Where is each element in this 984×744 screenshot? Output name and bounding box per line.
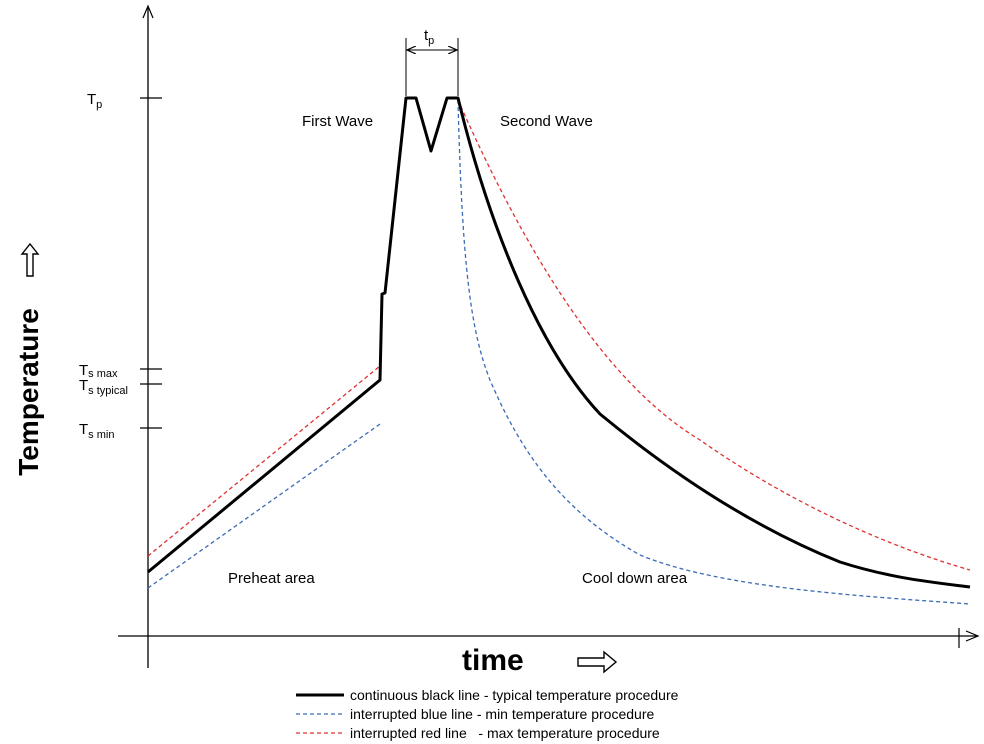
legend-text-typical: continuous black line - typical temperat… <box>350 687 679 703</box>
hollow-up-arrow-icon <box>20 242 40 277</box>
region-label-second-wave: Second Wave <box>500 113 593 130</box>
tick-label-tp: Tp <box>87 91 102 111</box>
tick-label-ts-min: Ts min <box>79 421 114 441</box>
legend: continuous black line - typical temperat… <box>296 687 679 741</box>
dimension-label-tp: tp <box>424 27 434 47</box>
region-label-first-wave: First Wave <box>302 113 373 130</box>
min-temperature-curve <box>147 99 971 605</box>
region-label-cool-down: Cool down area <box>582 570 688 587</box>
region-label-preheat: Preheat area <box>228 570 315 587</box>
legend-text-max: interrupted red line - max temperature p… <box>350 725 660 741</box>
y-axis-arrowhead <box>142 4 154 19</box>
legend-text-min: interrupted blue line - min temperature … <box>350 706 654 722</box>
x-axis-title: time <box>462 644 524 677</box>
y-axis-title: Temperature <box>13 308 44 476</box>
tick-label-ts-max: Ts max <box>79 362 118 380</box>
hollow-right-arrow-icon <box>577 650 618 674</box>
tick-label-ts-typical: Ts typical <box>79 377 128 397</box>
max-temperature-curve <box>147 99 971 571</box>
x-axis-arrowhead <box>965 630 980 642</box>
typical-temperature-curve <box>147 96 971 589</box>
